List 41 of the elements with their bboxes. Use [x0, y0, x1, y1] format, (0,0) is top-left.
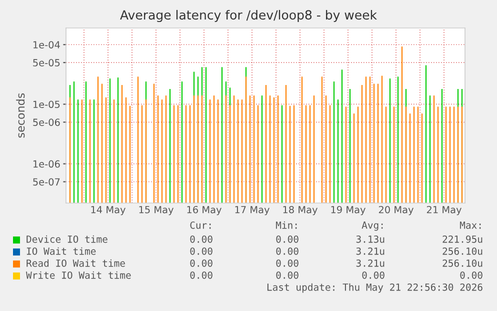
x-tick-label: 20 May [378, 206, 414, 216]
text: 0.00 [190, 247, 212, 255]
text: 0.00 [276, 259, 298, 267]
legend-label: Write IO Wait time [26, 271, 131, 279]
text: 221.95u [442, 235, 482, 243]
text: Max: [460, 222, 481, 229]
legend-label: Device IO time [26, 235, 108, 243]
text: 0.00 [276, 247, 298, 255]
text: Min: [276, 221, 297, 229]
y-tick-label: 1e-04 [33, 41, 60, 48]
text: 0.00 [460, 271, 482, 279]
chart-title: Average latency for /dev/loop8 - by week [120, 10, 377, 22]
y-axis-title: seconds [16, 93, 25, 138]
text: 3.13u [356, 235, 384, 243]
text: Cur: [190, 221, 211, 229]
x-tick-label: 21 May [426, 206, 462, 216]
legend-label: IO Wait time [26, 247, 96, 255]
text: 256.10u [442, 247, 482, 255]
text: 0.00 [190, 259, 212, 267]
y-tick-label: 1e-06 [33, 160, 60, 168]
text: 0.00 [362, 271, 384, 279]
text: 0.00 [190, 235, 212, 243]
text: 0.00 [190, 271, 212, 279]
x-tick-label: 15 May [139, 206, 174, 216]
x-tick-label: 16 May [187, 206, 222, 216]
y-tick-label: 5e-06 [33, 118, 60, 126]
y-tick-label: 5e-05 [33, 59, 60, 66]
x-tick-label: 14 May [91, 206, 126, 216]
text: 0.00 [276, 235, 298, 243]
text: 256.10u [442, 259, 482, 267]
y-tick-label: 1e-05 [33, 100, 60, 108]
text: Avg: [362, 222, 383, 231]
text: 3.21u [356, 259, 384, 267]
text: 0.00 [276, 271, 298, 279]
x-tick-label: 18 May [283, 206, 318, 216]
legend-label: Read IO Wait time [26, 259, 125, 267]
x-tick-label: 19 May [331, 206, 366, 216]
text: Last update: Thu May 21 22:56:30 2026 [267, 283, 482, 293]
text: 3.21u [356, 247, 384, 255]
x-tick-label: 17 May [235, 206, 270, 216]
y-tick-label: 5e-07 [33, 178, 60, 186]
